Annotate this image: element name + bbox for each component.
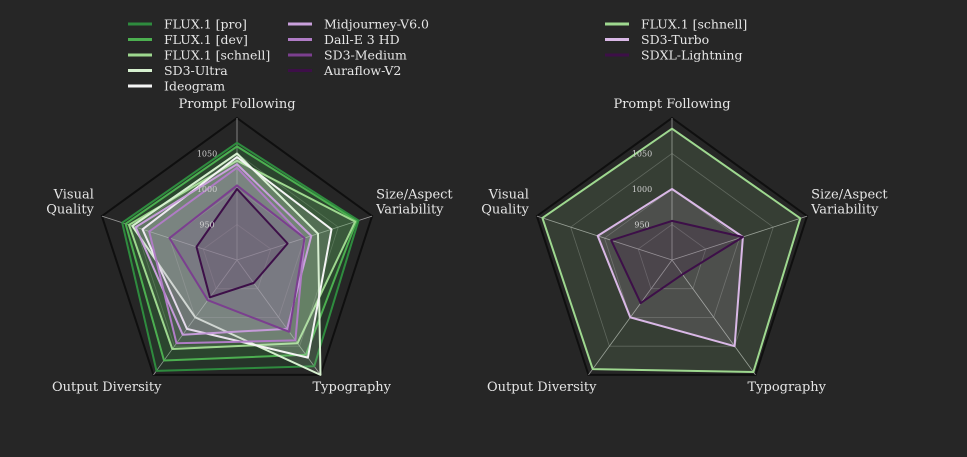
- tick-label: 1000: [197, 185, 217, 194]
- series-sd3-medium: [168, 184, 306, 333]
- axis-label-line: Typography: [748, 380, 827, 395]
- axis-label: Prompt Following: [613, 97, 730, 112]
- axis-label-line: Variability: [810, 203, 879, 218]
- series-flux-1-schnell: [541, 127, 802, 373]
- tick-label: 1050: [197, 150, 217, 159]
- axis-label-line: Typography: [313, 380, 392, 395]
- axis-label-line: Quality: [481, 203, 529, 218]
- grid-ring-3: [570, 153, 774, 347]
- axis-label-line: Prompt Following: [178, 97, 295, 112]
- axis-label: Visual Quality: [481, 188, 529, 218]
- legend-entry: FLUX.1 [schnell]: [164, 48, 270, 63]
- axis-label-line: Prompt Following: [613, 97, 730, 112]
- axis-label: Output Diversity: [52, 380, 162, 395]
- legend-entry: Auraflow-V2: [323, 63, 401, 78]
- axis-label: Size/Aspect Variability: [375, 188, 453, 218]
- axis-label: Typography: [313, 380, 392, 395]
- legend-entry: Dall-E 3 HD: [324, 32, 400, 47]
- radar-chart-left: 950 1000 1050 Prompt Following Size/Aspect Va…: [46, 17, 453, 395]
- legend-entry: SD3-Medium: [324, 48, 407, 63]
- legend-entry: Ideogram: [164, 79, 225, 94]
- grid-ring-2: [604, 188, 740, 318]
- axis-label: Size/Aspect Variability: [810, 188, 888, 218]
- tick-label: 1050: [632, 150, 652, 159]
- tick-label: 950: [199, 221, 214, 230]
- axis-label: Output Diversity: [487, 380, 597, 395]
- tick-label: 950: [634, 221, 649, 230]
- grid-ring-4: [535, 116, 809, 376]
- axis-label-line: Visual: [488, 188, 529, 203]
- axis-label: Visual Quality: [46, 188, 94, 218]
- axis-label-line: Visual: [53, 188, 94, 203]
- axis-label-line: Size/Aspect: [811, 188, 888, 203]
- legend-entry: FLUX.1 [schnell]: [641, 17, 747, 32]
- series-auraflow-v2: [195, 188, 289, 299]
- legend-entry: SD3-Ultra: [164, 63, 228, 78]
- axis-label-line: Output Diversity: [52, 380, 162, 395]
- legend-entry: SD3-Turbo: [641, 32, 709, 47]
- series-sdxl-lightning: [610, 219, 744, 305]
- axis-label-line: Output Diversity: [487, 380, 597, 395]
- series-midjourney-v6-0: [134, 163, 313, 336]
- axis-spoke-2: [236, 259, 321, 376]
- legend-entry: Midjourney-V6.0: [324, 17, 429, 32]
- legend-entry: SDXL-Lightning: [641, 48, 742, 63]
- axis-label: Typography: [748, 380, 827, 395]
- tick-label: 1000: [632, 185, 652, 194]
- series-ideogram: [141, 156, 333, 359]
- axis-spoke-4: [536, 215, 673, 261]
- axis-label: Prompt Following: [178, 97, 295, 112]
- legend-entry: FLUX.1 [dev]: [164, 32, 248, 47]
- axis-label-line: Variability: [375, 203, 444, 218]
- legend-entry: FLUX.1 [pro]: [164, 17, 247, 32]
- grid-ring-4: [100, 116, 374, 376]
- axis-spoke-2: [671, 259, 756, 376]
- axis-label-line: Size/Aspect: [376, 188, 453, 203]
- axis-label-line: Quality: [46, 203, 94, 218]
- radar-chart-right: 950 1000 1050 Prompt Following Size/Aspect Va…: [481, 17, 888, 395]
- grid-ring-1: [637, 224, 707, 290]
- series-dall-e-3-hd: [148, 166, 306, 345]
